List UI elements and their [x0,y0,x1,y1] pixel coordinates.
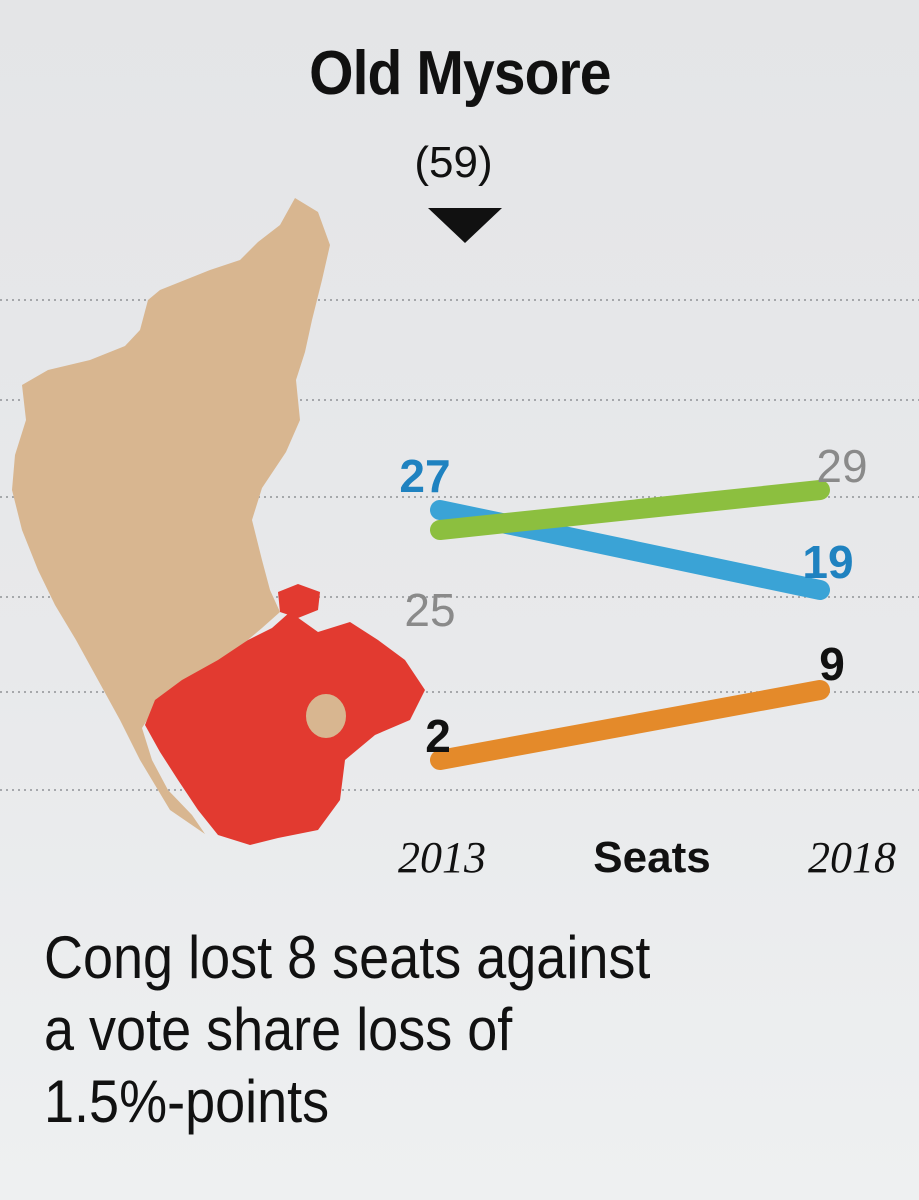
x-label-2018: 2018 [808,833,896,882]
region-north-patch [278,584,320,618]
series-1-2013-label: 25 [404,584,455,636]
headline: Cong lost 8 seats against a vote share l… [44,922,818,1138]
seats-axis-label: Seats [593,833,710,882]
headline-line-2: a vote share loss of [44,996,513,1063]
series-line-1 [430,480,830,540]
series-2-2013-label: 2 [425,710,451,762]
pointer-triangle-icon [428,208,502,243]
series-1-2018-label: 29 [816,440,867,492]
series-line-2 [430,680,830,770]
headline-line-1: Cong lost 8 seats against [44,924,651,991]
region-title: Old Mysore [309,39,611,108]
region-enclave [306,694,346,738]
x-label-2013: 2013 [398,833,486,882]
old-mysore-region-shape [145,612,425,845]
state-map-shape [12,198,330,834]
region-total-seats: (59) [414,138,493,187]
karnataka-map [12,198,425,845]
series-0-2013-label: 27 [399,450,450,502]
headline-line-3: 1.5%-points [44,1068,330,1135]
series-2-2018-label: 9 [819,638,845,690]
series-0-2018-label: 19 [802,536,853,588]
